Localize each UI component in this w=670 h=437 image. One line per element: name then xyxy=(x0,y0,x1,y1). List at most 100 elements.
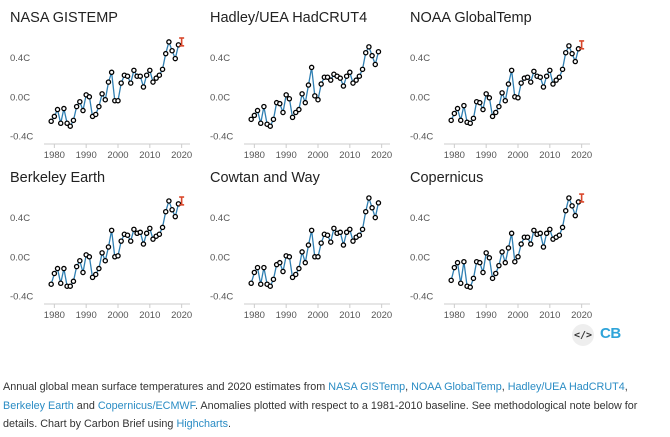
data-point[interactable] xyxy=(166,39,172,45)
data-point[interactable] xyxy=(261,103,267,110)
data-point[interactable] xyxy=(569,203,575,209)
data-point[interactable] xyxy=(292,109,299,116)
data-point[interactable] xyxy=(280,109,286,116)
data-point[interactable] xyxy=(80,269,86,276)
data-point[interactable] xyxy=(480,269,486,276)
data-point[interactable] xyxy=(61,265,67,272)
data-point[interactable] xyxy=(254,107,261,114)
data-point[interactable] xyxy=(127,80,134,86)
data-point[interactable] xyxy=(289,274,296,281)
data-point[interactable] xyxy=(457,117,464,124)
data-point[interactable] xyxy=(502,97,509,104)
data-point[interactable] xyxy=(89,274,96,281)
hadcrut4-link[interactable]: Hadley/UEA HadCRUT4 xyxy=(507,381,625,393)
data-point[interactable] xyxy=(337,229,344,236)
data-point[interactable] xyxy=(318,81,324,87)
data-point[interactable] xyxy=(296,106,302,113)
data-point[interactable] xyxy=(556,232,563,238)
data-point[interactable] xyxy=(366,195,372,201)
data-point[interactable] xyxy=(92,111,99,118)
data-point[interactable] xyxy=(124,73,131,79)
data-point[interactable] xyxy=(372,214,379,221)
data-point[interactable] xyxy=(257,120,264,127)
data-point[interactable] xyxy=(270,116,277,123)
data-point[interactable] xyxy=(308,64,315,71)
data-point[interactable] xyxy=(140,84,147,90)
data-point[interactable] xyxy=(499,249,505,255)
data-point[interactable] xyxy=(562,207,569,214)
data-point[interactable] xyxy=(572,212,579,219)
data-point[interactable] xyxy=(461,258,467,265)
data-point[interactable] xyxy=(86,94,93,100)
data-point[interactable] xyxy=(105,244,112,250)
data-point[interactable] xyxy=(480,106,486,113)
data-point[interactable] xyxy=(543,230,550,237)
data-point[interactable] xyxy=(143,230,150,237)
data-point[interactable] xyxy=(448,277,454,284)
data-point[interactable] xyxy=(283,92,289,98)
data-point[interactable] xyxy=(254,264,261,271)
data-point[interactable] xyxy=(105,79,112,85)
data-point[interactable] xyxy=(267,123,274,129)
data-point[interactable] xyxy=(162,208,169,215)
data-point[interactable] xyxy=(54,265,61,272)
data-point[interactable] xyxy=(156,231,163,238)
data-point[interactable] xyxy=(562,49,569,56)
highcharts-link[interactable]: Highcharts xyxy=(176,418,229,430)
data-point[interactable] xyxy=(477,259,483,266)
data-point[interactable] xyxy=(248,280,254,287)
data-point[interactable] xyxy=(118,238,124,244)
data-point[interactable] xyxy=(359,66,366,73)
data-point[interactable] xyxy=(518,241,524,247)
data-point[interactable] xyxy=(102,96,109,103)
data-point[interactable] xyxy=(340,242,347,248)
data-point[interactable] xyxy=(547,67,553,74)
data-point[interactable] xyxy=(147,67,153,74)
data-point[interactable] xyxy=(289,114,296,121)
data-point[interactable] xyxy=(70,117,77,124)
data-point[interactable] xyxy=(518,80,524,86)
data-point[interactable] xyxy=(153,75,159,81)
data-point[interactable] xyxy=(451,264,458,271)
data-point[interactable] xyxy=(572,58,579,65)
data-point[interactable] xyxy=(559,224,566,231)
data-point[interactable] xyxy=(375,48,382,55)
data-point[interactable] xyxy=(327,77,334,83)
data-point[interactable] xyxy=(137,73,144,79)
data-point[interactable] xyxy=(172,213,179,220)
data-point[interactable] xyxy=(108,69,115,76)
data-point[interactable] xyxy=(162,50,169,57)
data-point[interactable] xyxy=(299,249,305,255)
data-point[interactable] xyxy=(251,269,258,276)
data-point[interactable] xyxy=(54,106,61,113)
data-point[interactable] xyxy=(127,238,134,244)
estimate-range-marker[interactable] xyxy=(179,196,185,206)
data-point[interactable] xyxy=(550,81,556,87)
data-point[interactable] xyxy=(324,74,331,80)
data-point[interactable] xyxy=(118,80,124,86)
data-point[interactable] xyxy=(372,61,379,68)
data-point[interactable] xyxy=(77,257,83,264)
data-point[interactable] xyxy=(140,241,147,247)
data-point[interactable] xyxy=(343,73,350,79)
data-point[interactable] xyxy=(61,105,67,112)
data-point[interactable] xyxy=(486,95,493,101)
data-point[interactable] xyxy=(159,66,166,73)
data-point[interactable] xyxy=(48,118,54,125)
data-point[interactable] xyxy=(540,84,547,90)
embed-code-icon[interactable]: </> xyxy=(572,324,594,346)
copernicus-link[interactable]: Copernicus/ECMWF xyxy=(97,399,196,412)
data-point[interactable] xyxy=(166,198,172,204)
data-point[interactable] xyxy=(315,96,321,103)
data-point[interactable] xyxy=(80,107,86,114)
data-point[interactable] xyxy=(286,254,293,260)
data-point[interactable] xyxy=(147,225,153,232)
data-point[interactable] xyxy=(70,278,77,285)
data-point[interactable] xyxy=(99,250,105,256)
data-point[interactable] xyxy=(308,227,315,234)
data-point[interactable] xyxy=(277,259,283,266)
data-point[interactable] xyxy=(537,230,544,237)
data-point[interactable] xyxy=(537,74,544,80)
data-point[interactable] xyxy=(318,240,324,246)
data-point[interactable] xyxy=(159,224,166,231)
